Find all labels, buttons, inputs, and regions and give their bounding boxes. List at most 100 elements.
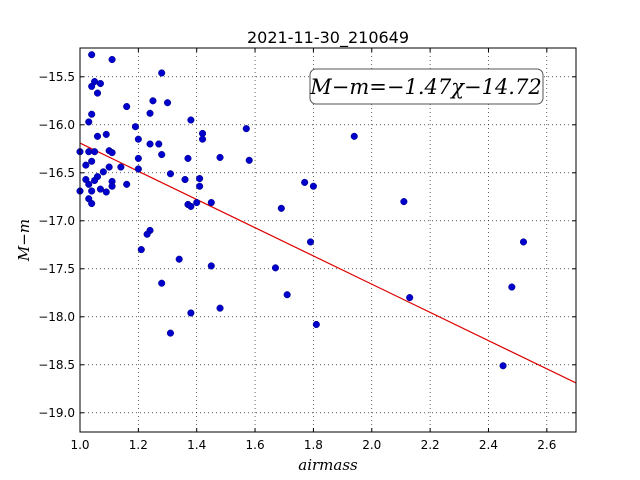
data-point — [187, 116, 195, 124]
x-axis-label: airmass — [298, 456, 358, 474]
x-tick-label: 2.0 — [362, 438, 381, 452]
fit-equation-frame — [309, 68, 544, 105]
data-point — [216, 153, 224, 161]
data-point — [99, 168, 107, 176]
plot-frame — [79, 47, 577, 433]
data-point — [146, 140, 154, 148]
data-point — [283, 291, 291, 299]
data-point — [301, 178, 309, 186]
data-point — [102, 130, 110, 138]
data-point — [134, 135, 142, 143]
data-point — [163, 99, 172, 107]
data-point — [149, 97, 157, 105]
data-point — [277, 204, 285, 212]
data-point — [123, 180, 131, 188]
data-point — [85, 180, 93, 188]
data-point — [105, 163, 113, 171]
x-tick-label: 1.8 — [304, 438, 323, 452]
x-tick-label: 1.6 — [246, 438, 265, 452]
data-point — [88, 110, 96, 118]
x-tick-label: 2.6 — [537, 438, 556, 452]
data-point — [88, 51, 96, 59]
data-point — [309, 182, 317, 190]
data-point — [137, 246, 145, 254]
data-point — [108, 182, 116, 190]
fit-equation: M−m=−1.47χ−14.72 — [309, 75, 541, 99]
data-point — [499, 362, 507, 370]
data-point — [193, 199, 201, 207]
data-point — [85, 118, 93, 126]
data-point — [93, 132, 102, 140]
data-point — [508, 283, 516, 291]
data-point — [88, 157, 96, 165]
data-point — [117, 163, 125, 171]
axis-ticks: 1.0 1.2 1.4 1.6 1.8 2.0 2.2 2.4 2.6 −15.5 −16.0 −16… — [38, 48, 576, 452]
data-point — [519, 238, 528, 246]
data-point — [108, 55, 116, 64]
data-point — [143, 230, 151, 238]
data-point — [166, 329, 174, 337]
data-point — [155, 140, 163, 148]
data-point — [312, 320, 320, 329]
data-point — [88, 199, 96, 208]
data-point — [242, 125, 250, 133]
data-point — [88, 82, 96, 90]
x-tick-label: 2.4 — [479, 438, 498, 452]
x-tick-label: 2.2 — [421, 438, 440, 452]
data-point — [158, 279, 166, 287]
data-point — [96, 79, 104, 88]
data-point — [216, 304, 224, 312]
y-tick-label: −17.0 — [38, 214, 75, 228]
data-point — [93, 89, 102, 97]
data-point — [207, 199, 215, 207]
x-tick-label: 1.0 — [70, 438, 89, 452]
x-tick-label: 1.2 — [129, 438, 148, 452]
y-tick-label: −16.5 — [38, 166, 75, 180]
data-point — [400, 198, 408, 206]
data-point — [175, 255, 183, 263]
data-point — [158, 69, 166, 77]
data-point — [108, 149, 116, 157]
fit-line — [79, 142, 577, 384]
data-point — [96, 185, 104, 193]
data-point — [88, 187, 96, 195]
y-tick-label: −15.5 — [38, 70, 75, 84]
data-point — [134, 165, 142, 173]
data-point — [350, 132, 358, 140]
data-points — [76, 51, 528, 370]
data-point — [271, 264, 280, 272]
data-point — [196, 175, 204, 183]
y-tick-label: −18.5 — [38, 358, 75, 372]
data-point — [146, 109, 154, 117]
data-point — [158, 151, 166, 159]
y-tick-label: −17.5 — [38, 262, 75, 276]
data-point — [123, 103, 131, 111]
fit-equation-box: M−m=−1.47χ−14.72 — [309, 68, 544, 105]
data-point — [102, 188, 110, 196]
grid — [79, 48, 576, 432]
data-point — [187, 309, 195, 317]
y-tick-label: −18.0 — [38, 310, 75, 324]
data-point — [181, 175, 189, 184]
fit-line-group — [79, 142, 577, 384]
data-point — [207, 262, 215, 270]
data-point — [306, 238, 315, 246]
data-point — [184, 154, 192, 162]
y-tick-label: −19.0 — [38, 406, 75, 420]
data-point — [187, 202, 195, 210]
data-point — [134, 154, 142, 162]
data-point — [91, 176, 99, 185]
data-point — [245, 156, 253, 164]
data-point — [198, 135, 207, 143]
data-point — [196, 182, 204, 190]
y-axis-label: M−m — [15, 219, 33, 262]
data-point — [131, 123, 139, 131]
y-tick-label: −16.0 — [38, 118, 75, 132]
data-point — [166, 170, 174, 178]
chart-title: 2021-11-30_210649 — [247, 28, 409, 48]
data-point — [91, 148, 99, 156]
data-point — [82, 161, 90, 169]
x-tick-label: 1.4 — [187, 438, 206, 452]
data-point — [406, 294, 414, 302]
